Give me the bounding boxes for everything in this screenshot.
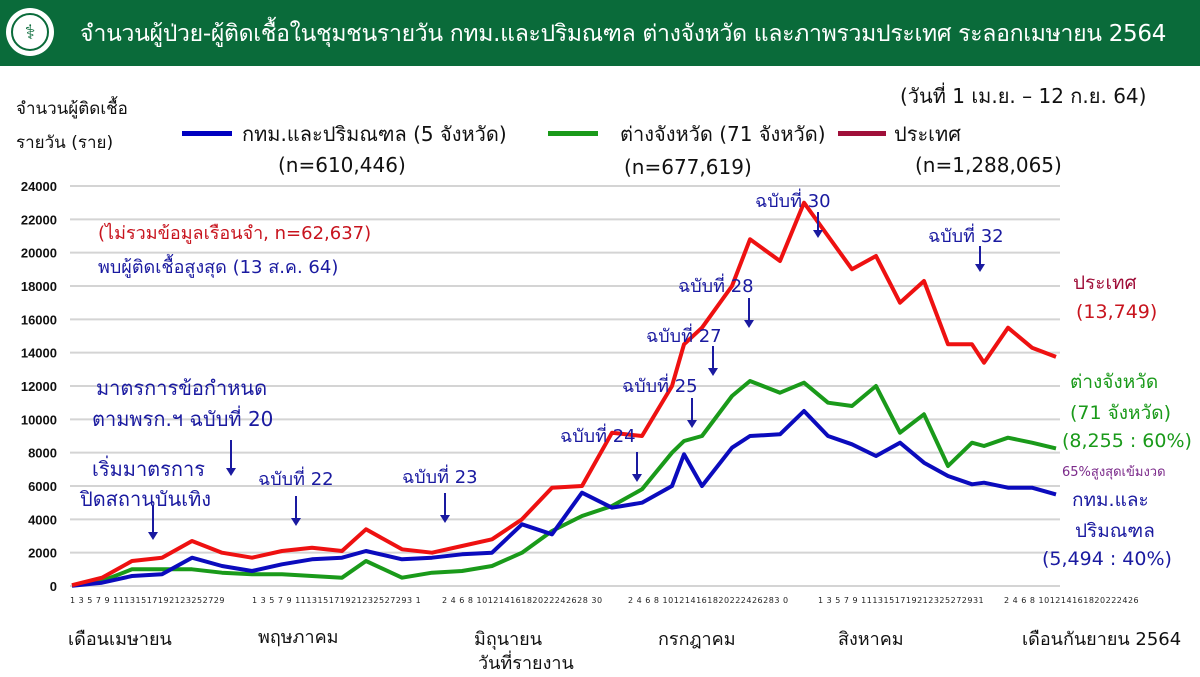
legend-n-bkk: (n=610,446) <box>278 153 406 177</box>
note-entertain-l1: เริ่มมาตรการ <box>92 457 205 481</box>
y-tick-label: 20000 <box>21 246 57 261</box>
y-tick-label: 4000 <box>28 512 57 527</box>
y-tick-label: 16000 <box>21 312 57 327</box>
month-aug: สิงหาคม <box>838 629 904 650</box>
caduceus-icon: ⚕ <box>11 13 49 51</box>
arrow-down-icon <box>148 532 158 540</box>
date-range: (วันที่ 1 เม.ย. – 12 ก.ย. 64) <box>900 84 1147 108</box>
title-bar: ⚕ จำนวนผู้ป่วย-ผู้ติดเชื้อในชุมชนรายวัน … <box>0 0 1200 66</box>
annotation-arrows <box>148 212 985 540</box>
ministry-logo: ⚕ <box>6 8 54 56</box>
legend-label-bkk: กทม.และปริมณฑล (5 จังหวัด) <box>242 122 507 146</box>
note-m27: ฉบับที่ 27 <box>646 326 722 347</box>
y-tick-label: 14000 <box>21 346 57 361</box>
month-jul: กรกฎาคม <box>658 629 736 650</box>
y-tick-label: 24000 <box>21 179 57 194</box>
arrow-down-icon <box>291 518 301 526</box>
series-line <box>71 200 1057 588</box>
arrow-down-icon <box>632 474 642 482</box>
note-m25: ฉบับที่ 25 <box>622 376 698 397</box>
label-bkk-l1: กทม.และ <box>1072 489 1149 511</box>
y-tick-label: 12000 <box>21 379 57 394</box>
label-country-value: (13,749) <box>1076 301 1158 323</box>
x-ticks-jun: 2 4 6 8 10121416182022242628 30 <box>442 596 603 605</box>
page-title: จำนวนผู้ป่วย-ผู้ติดเชื้อในชุมชนรายวัน กท… <box>80 21 1167 47</box>
label-bkk-l2: ปริมณฑล <box>1075 520 1155 542</box>
arrow-down-icon <box>440 515 450 523</box>
note-measure20-l1: มาตรการข้อกำหนด <box>96 376 268 400</box>
y-axis-title-line2: รายวัน (ราย) <box>16 133 114 153</box>
legend-label-prov: ต่างจังหวัด (71 จังหวัด) <box>620 122 826 146</box>
note-m30: ฉบับที่ 30 <box>755 191 831 212</box>
arrow-down-icon <box>975 264 985 272</box>
note-m22: ฉบับที่ 22 <box>258 469 334 490</box>
y-tick-label: 6000 <box>28 479 57 494</box>
month-may: พฤษภาคม <box>258 627 339 648</box>
note-m32: ฉบับที่ 32 <box>928 226 1004 247</box>
legend-swatch-country <box>838 131 886 136</box>
arrow-down-icon <box>813 230 823 238</box>
y-tick-label: 8000 <box>28 446 57 461</box>
y-tick-label: 0 <box>50 579 57 594</box>
x-ticks-apr: 1 3 5 7 9 11131517192123252729 <box>70 596 225 605</box>
legend-swatch-prov <box>548 131 598 136</box>
label-bkk-value: (5,494 : 40%) <box>1042 548 1172 570</box>
arrow-down-icon <box>687 420 697 428</box>
legend-n-country: (n=1,288,065) <box>915 153 1062 177</box>
label-prov-value: (8,255 : 60%) <box>1062 430 1192 452</box>
arrow-down-icon <box>744 320 754 328</box>
note-peak: พบผู้ติดเชื้อสูงสุด (13 ส.ค. 64) <box>98 257 339 278</box>
arrow-down-icon <box>708 368 718 376</box>
y-tick-label: 18000 <box>21 279 57 294</box>
label-prov: ต่างจังหวัด <box>1070 371 1159 393</box>
y-tick-label: 2000 <box>28 546 57 561</box>
gridlines <box>70 185 1060 587</box>
series-line <box>71 379 1057 588</box>
note-m28: ฉบับที่ 28 <box>678 276 754 297</box>
note-measure20-l2: ตามพรก.ฯ ฉบับที่ 20 <box>92 407 274 431</box>
legend-label-country: ประเทศ <box>894 122 961 146</box>
arrow-down-icon <box>226 468 236 476</box>
legend-swatch-bkk <box>182 131 232 136</box>
x-ticks-may: 1 3 5 7 9 111315171921232527293 1 <box>252 596 422 605</box>
note-m23: ฉบับที่ 23 <box>402 467 478 488</box>
y-tick-label: 22000 <box>21 212 57 227</box>
x-axis-title: วันที่รายงาน <box>478 653 574 674</box>
label-prov-count: (71 จังหวัด) <box>1070 402 1171 424</box>
month-apr: เดือนเมษายน <box>68 629 172 650</box>
x-ticks-sep: 2 4 6 8 101214161820222426 <box>1004 596 1140 605</box>
month-jun: มิถุนายน <box>474 629 543 650</box>
series-line <box>71 409 1057 588</box>
legend-n-prov: (n=677,619) <box>624 155 752 179</box>
y-tick-label: 10000 <box>21 412 57 427</box>
label-country: ประเทศ <box>1073 272 1137 294</box>
month-sep: เดือนกันยายน 2564 <box>1022 629 1182 650</box>
note-prison: (ไม่รวมข้อมูลเรือนจำ, n=62,637) <box>98 223 372 244</box>
x-ticks-jul: 2 4 6 8 101214161820222426283 0 <box>628 596 789 605</box>
label-prov-note: 65%สูงสุดเข้มงวด <box>1062 465 1166 480</box>
y-axis-title-line1: จำนวนผู้ติดเชื้อ <box>16 99 128 119</box>
note-m24: ฉบับที่ 24 <box>560 426 636 447</box>
note-entertain-l2: ปิดสถานบันเทิง <box>80 487 212 511</box>
y-axis-ticks: 0 2000 4000 6000 8000 10000 12000 14000 16000 180… <box>21 179 57 594</box>
series-lines <box>71 200 1057 588</box>
x-ticks-aug: 1 3 5 7 9 1113151719212325272931 <box>818 596 985 605</box>
